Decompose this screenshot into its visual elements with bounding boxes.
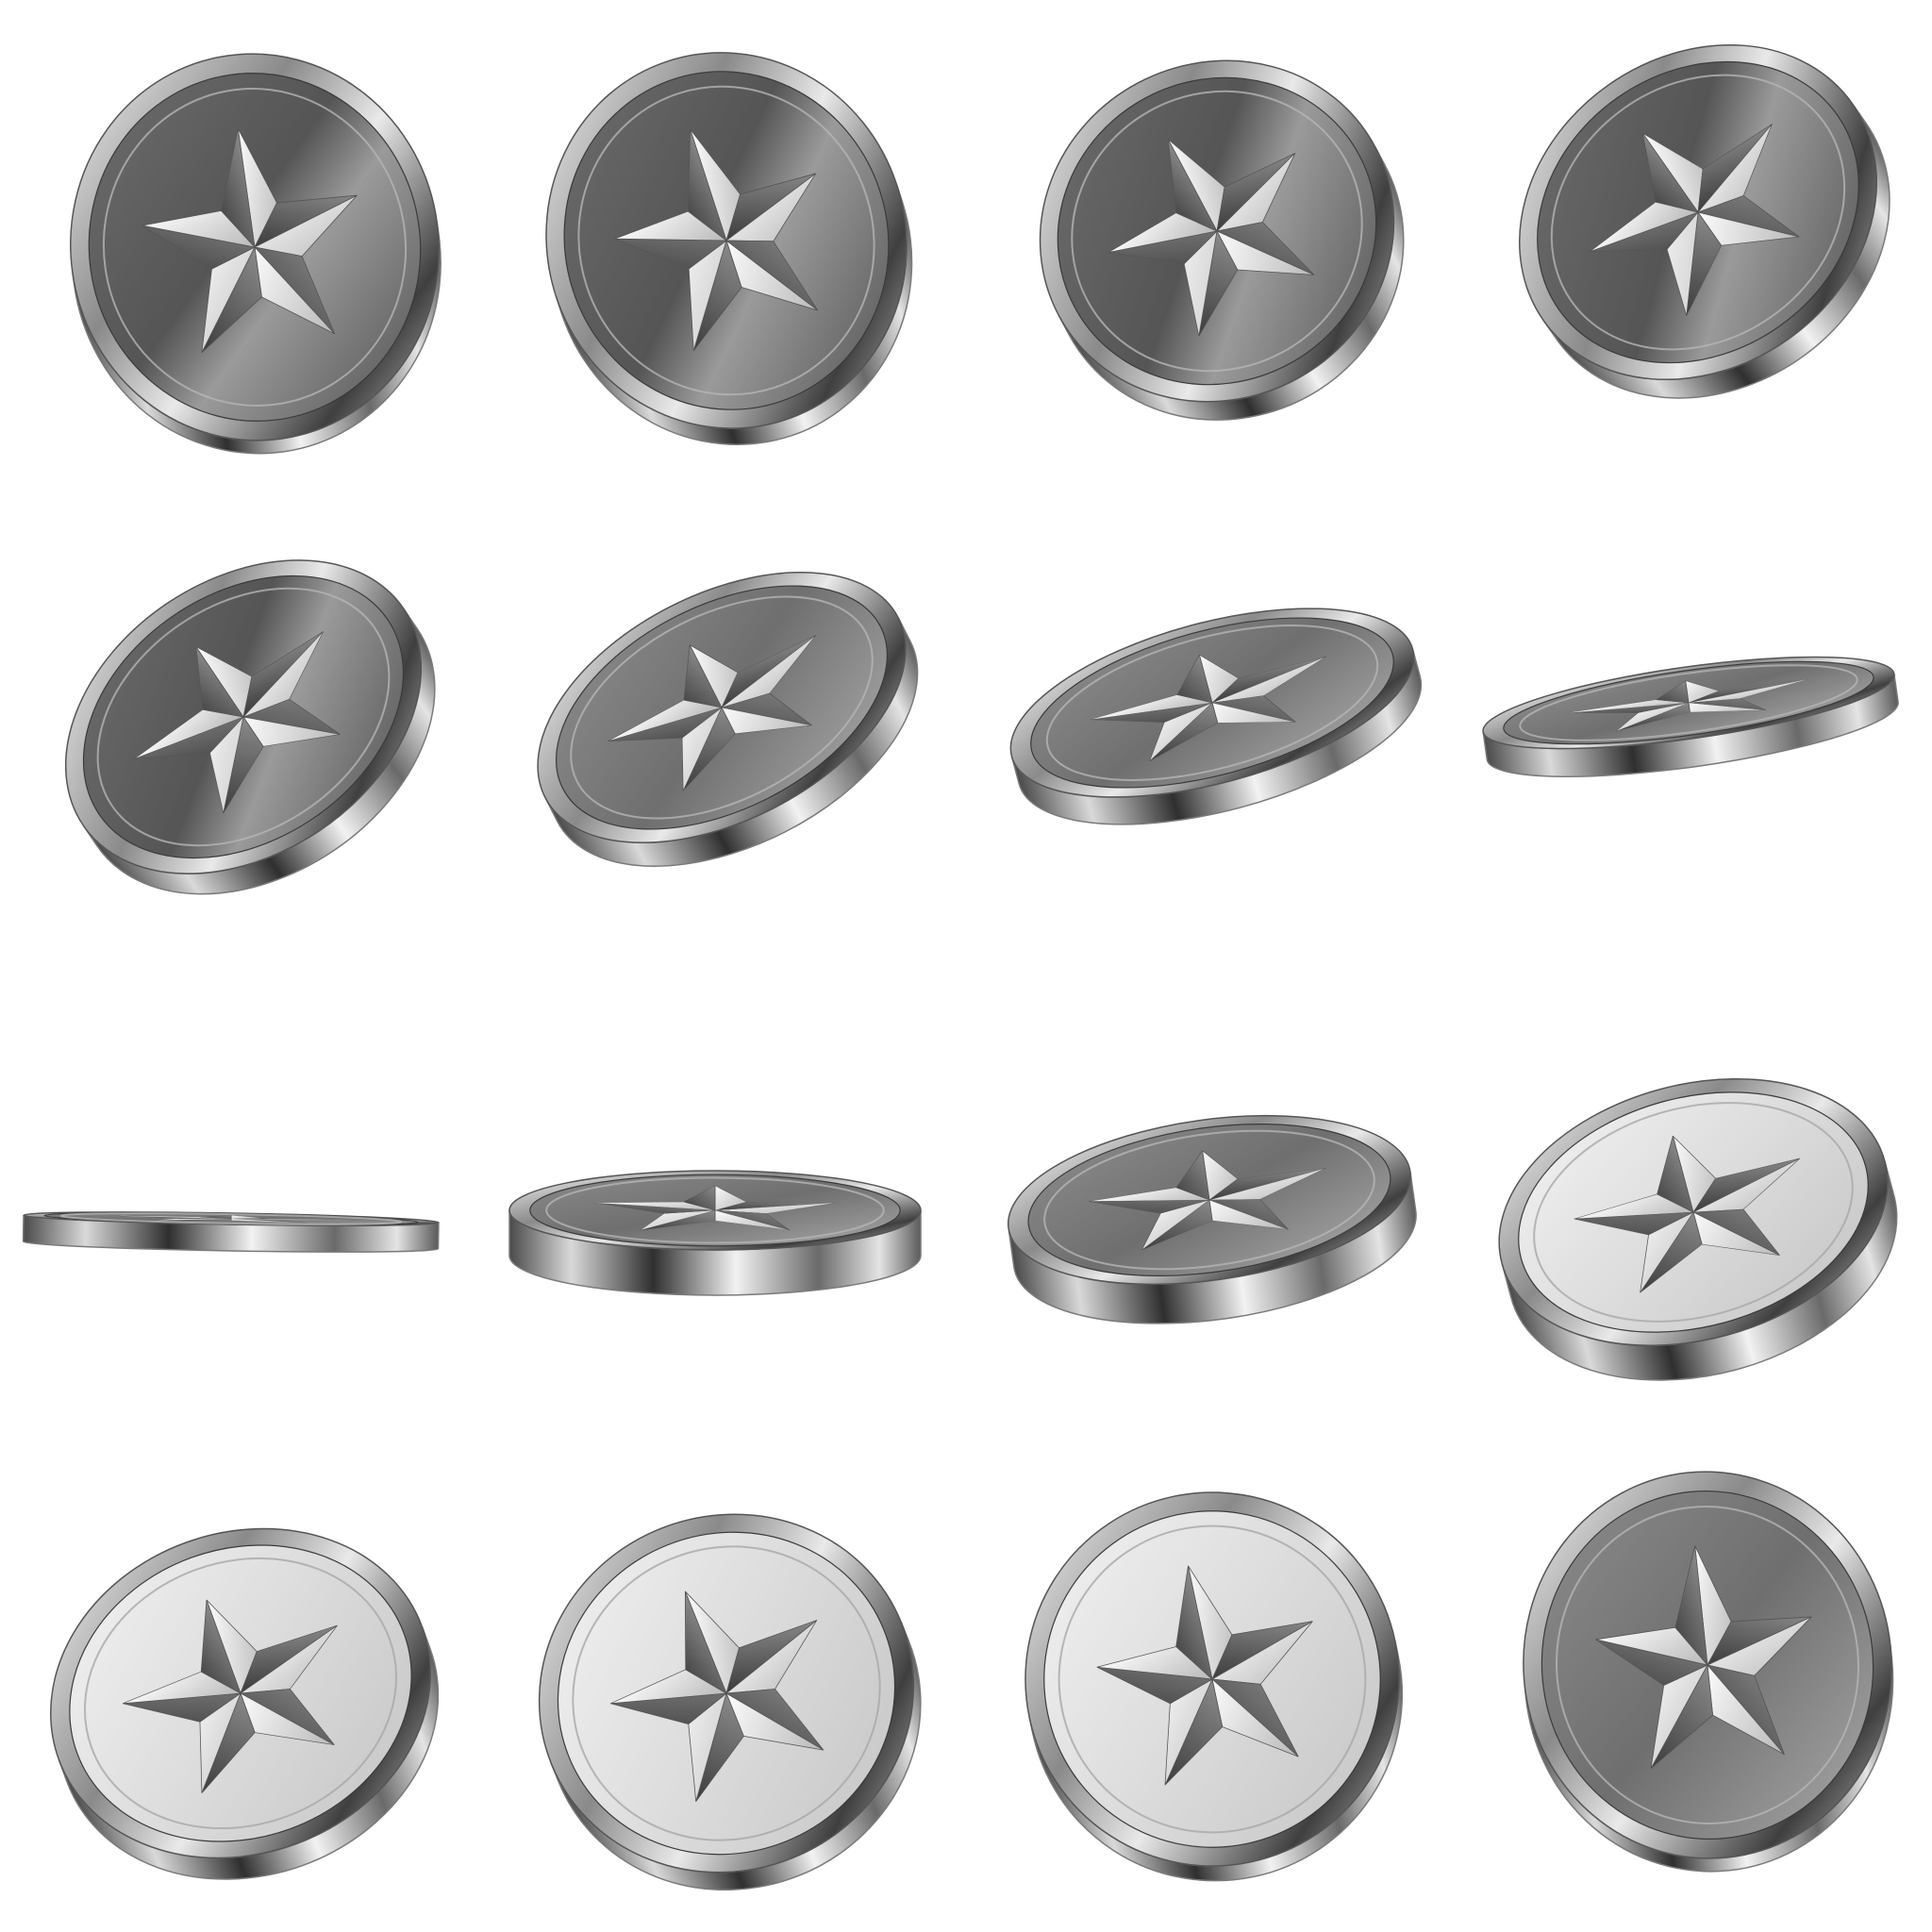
coin-inner-ring <box>1045 625 1379 781</box>
star-icon <box>123 1599 338 1793</box>
star-icon <box>1108 139 1315 337</box>
star-icon <box>1566 678 1809 732</box>
coin-1-tilted <box>70 53 441 455</box>
coin-7-tilted <box>1009 608 1423 825</box>
coin-14-tilted <box>538 1513 922 1891</box>
coin-6-tilted <box>537 571 919 867</box>
star-icon <box>108 1215 354 1224</box>
coin-inner-ring <box>577 85 875 396</box>
coin-2-tilted <box>545 52 913 445</box>
coin-inner-ring <box>570 595 874 820</box>
coin-12-tilted <box>1498 1077 1898 1381</box>
coin-15-tilted <box>1024 1491 1404 1882</box>
coin-inner-ring <box>59 1212 403 1225</box>
coin-inner-ring <box>1550 74 1846 351</box>
coin-inner-ring <box>1058 1524 1367 1834</box>
coin-inner-ring <box>1556 1505 1859 1825</box>
star-icon <box>1595 1545 1812 1769</box>
coin-inner-ring <box>545 1176 885 1244</box>
coin-inner-ring <box>1043 1129 1375 1271</box>
star-icon <box>1088 1150 1326 1251</box>
star-icon <box>1096 1565 1313 1786</box>
coin-5-tilted <box>64 559 436 895</box>
star-icon <box>1574 1135 1801 1293</box>
coin-inner-ring <box>1533 1102 1854 1323</box>
coin-10-tilted <box>508 1170 922 1296</box>
coin-inner-ring <box>96 587 391 847</box>
star-icon <box>610 1591 824 1802</box>
coin-9-edge-on <box>22 1211 440 1253</box>
coin-inner-ring <box>83 1557 398 1830</box>
star-icon <box>1590 124 1800 316</box>
coin-11-tilted <box>1008 1114 1417 1324</box>
coin-13-tilted <box>50 1527 440 1880</box>
star-icon <box>134 631 341 814</box>
coin-inner-ring <box>572 1545 881 1841</box>
coin-inner-ring <box>102 88 408 407</box>
coin-inner-ring <box>1071 90 1363 373</box>
coin-8-edge-on <box>1482 656 1899 777</box>
star-icon <box>614 128 819 352</box>
star-icon <box>1090 654 1327 761</box>
star-icon <box>608 635 817 791</box>
coin-inner-ring <box>1519 664 1858 741</box>
coin-16-tilted <box>1523 1471 1894 1873</box>
coin-3-tilted <box>1039 59 1405 421</box>
coin-4-tilted <box>1519 43 1890 399</box>
star-icon <box>593 1185 837 1231</box>
star-icon <box>142 127 358 353</box>
